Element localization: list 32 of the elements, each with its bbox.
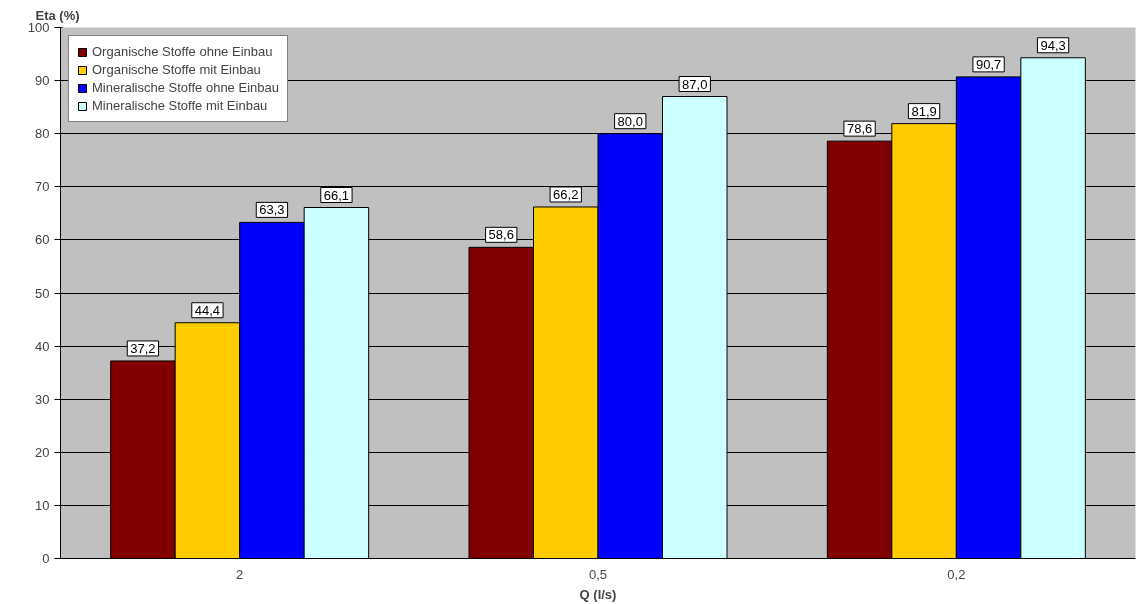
- data-label: 94,3: [1040, 37, 1066, 53]
- y-tick-label: 50: [35, 285, 50, 301]
- y-tick-label: 0: [42, 551, 50, 566]
- legend-label: Organische Stoffe ohne Einbau: [92, 44, 273, 59]
- y-tick-label: 80: [35, 126, 50, 142]
- data-label: 80,0: [617, 113, 643, 129]
- legend-label: Mineralische Stoffe ohne Einbau: [92, 80, 279, 95]
- x-tick-label: 2: [236, 566, 244, 582]
- data-label: 58,6: [488, 227, 514, 243]
- y-tick-label: 60: [35, 232, 50, 248]
- y-tick-label: 40: [35, 338, 50, 354]
- x-tick-label: 0,2: [947, 566, 966, 582]
- data-label: 78,6: [846, 121, 873, 137]
- y-tick-label: 30: [35, 391, 50, 407]
- y-tick-label: 10: [35, 497, 50, 513]
- x-axis-title: Q (l/s): [579, 586, 617, 602]
- y-tick-label: 90: [35, 73, 50, 89]
- data-label: 37,2: [130, 340, 156, 356]
- y-tick-label: 70: [35, 179, 50, 195]
- data-label: 44,4: [194, 302, 221, 318]
- x-tick-label: 0,5: [588, 566, 608, 582]
- y-tick-label: 100: [27, 20, 50, 35]
- data-label: 87,0: [682, 76, 708, 92]
- data-label: 81,9: [911, 103, 937, 119]
- y-axis-title: Eta (%): [35, 7, 80, 23]
- data-label: 63,3: [259, 202, 285, 218]
- data-label: 66,2: [553, 186, 579, 202]
- legend-label: Organische Stoffe mit Einbau: [92, 62, 261, 77]
- y-tick-label: 20: [35, 444, 50, 460]
- legend-label: Mineralische Stoffe mit Einbau: [92, 98, 268, 113]
- data-label: 90,7: [975, 56, 1002, 72]
- data-label: 66,1: [323, 187, 350, 203]
